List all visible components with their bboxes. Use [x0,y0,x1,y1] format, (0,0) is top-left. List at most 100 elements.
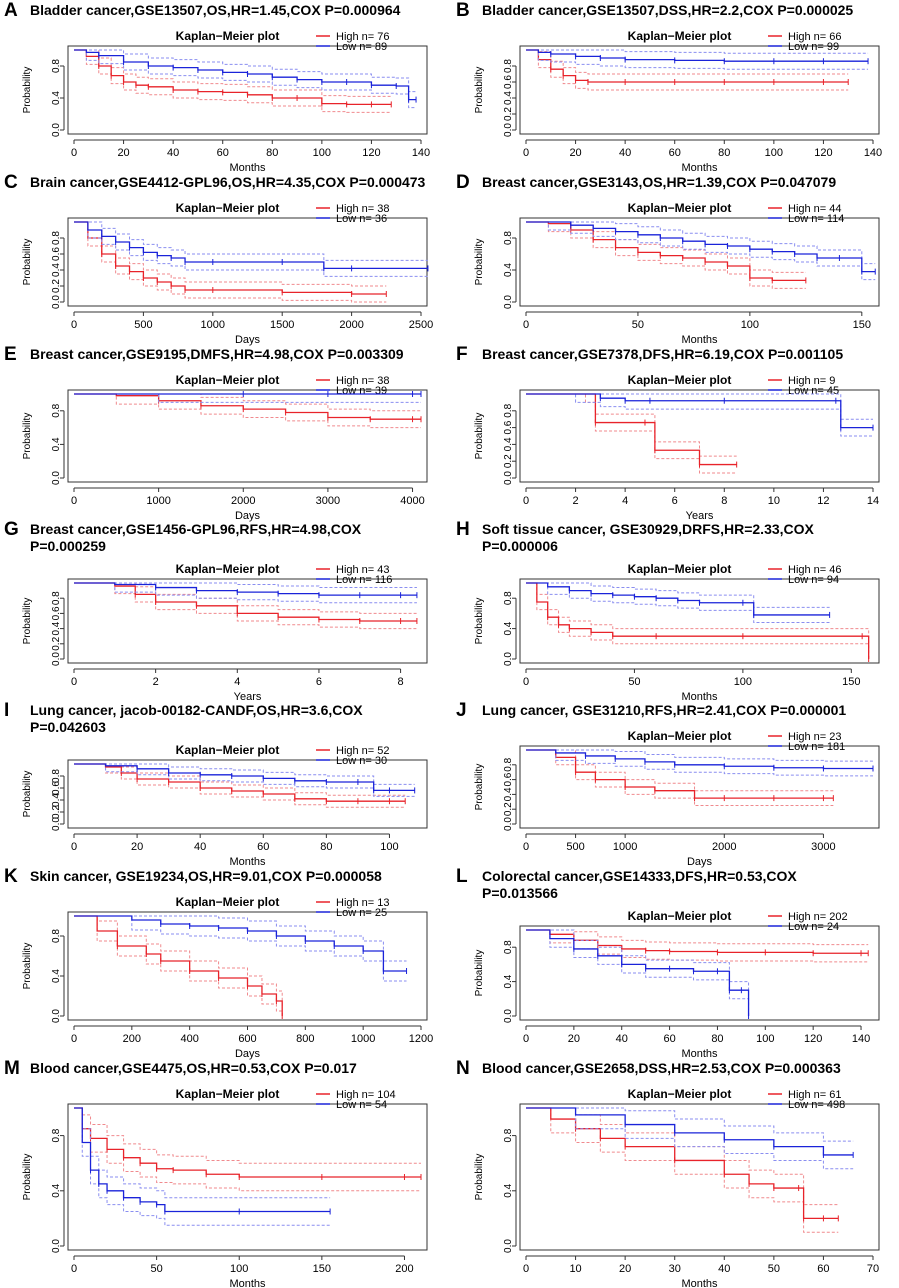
x-tick-label: 100 [380,841,398,853]
y-tick-label: 0.4 [503,437,514,451]
ci-upper-high [74,221,387,287]
x-tick-label: 0 [71,841,77,853]
ci-lower-high [526,749,834,806]
ci-upper-high [526,749,834,792]
ci-lower-high [526,1107,839,1233]
panel-c: C Brain cancer,GSE4412-GPL96,OS,HR=4.35,C… [0,172,447,346]
x-tick-label: 70 [867,1263,879,1275]
ci-upper-low [526,393,873,420]
x-tick-label: 0 [71,1033,77,1045]
ci-upper-high [526,49,849,75]
plot-title: Kaplan−Meier plot [628,1087,732,1101]
ci-lower-low [74,49,417,109]
panel-title: Colorectal cancer,GSE14333,DFS,HR=0.53,C… [482,868,797,902]
legend-high-label: High n= 66 [788,31,842,43]
y-tick-label: 0.6 [51,247,62,261]
y-axis-label: Probability [474,950,485,997]
y-tick-label: 0.4 [51,793,62,807]
ci-upper-low [526,1107,854,1142]
ci-lower-low [74,221,428,277]
y-axis-label: Probability [474,1154,485,1201]
x-tick-label: 6 [672,495,678,507]
km-curve-low [526,393,873,429]
x-tick-label: 0 [523,495,529,507]
panel-title-line1: Skin cancer, GSE19234,OS,HR=9.01,COX P=0… [30,868,382,884]
ci-lower-low [74,1107,331,1226]
x-tick-label: 0 [523,676,529,688]
ci-lower-high [74,393,421,429]
y-tick-label: 0.0 [51,1239,62,1253]
ci-upper-low [74,763,415,785]
panel-j: J Lung cancer, GSE31210,RFS,HR=2.41,COX P… [452,700,899,868]
panel-title-line1: Bladder cancer,GSE13507,DSS,HR=2.2,COX P… [482,2,854,18]
km-curve-high [526,221,806,282]
legend-low-label: Low n= 24 [788,921,839,933]
panel-n: N Blood cancer,GSE2658,DSS,HR=2.53,COX P=… [452,1058,899,1288]
ci-upper-high [74,49,392,97]
x-tick-label: 2000 [712,841,736,853]
x-tick-label: 150 [853,319,871,331]
y-tick-label: 0.0 [51,1009,62,1023]
x-axis-label: Months [681,334,718,346]
x-tick-label: 120 [814,147,832,159]
panel-title: Blood cancer,GSE2658,DSS,HR=2.53,COX P=0… [482,1060,841,1077]
y-tick-label: 0.8 [51,929,62,943]
y-tick-label: 0.2 [503,454,514,468]
y-tick-label: 0.8 [503,231,514,245]
x-tick-label: 100 [313,147,331,159]
panel-title-line2: P=0.042603 [30,719,106,735]
x-axis-label: Days [235,334,261,346]
x-tick-label: 120 [362,147,380,159]
plot-frame [67,578,428,664]
panel-title-line1: Breast cancer,GSE3143,OS,HR=1.39,COX P=0… [482,174,837,190]
y-tick-label: 0.6 [503,420,514,434]
panel-g: G Breast cancer,GSE1456-GPL96,RFS,HR=4.98… [0,519,447,703]
x-tick-label: 2500 [409,319,433,331]
x-tick-label: 0 [523,841,529,853]
ci-upper-high [526,582,870,652]
ci-lower-low [74,393,421,403]
ci-lower-high [74,1107,421,1192]
x-tick-label: 150 [842,676,860,688]
x-tick-label: 100 [765,147,783,159]
panel-title-line1: Lung cancer, jacob-00182-CANDF,OS,HR=3.6… [30,702,363,718]
x-axis-label: Months [229,856,266,868]
y-axis-label: Probability [474,764,485,811]
y-tick-label: 0.8 [51,59,62,73]
x-tick-label: 200 [123,1033,141,1045]
panel-title-line1: Breast cancer,GSE1456-GPL96,RFS,HR=4.98,… [30,521,362,537]
y-tick-label: 0.4 [51,263,62,277]
x-tick-label: 1000 [613,841,637,853]
legend-low-label: Low n= 94 [788,574,839,586]
x-tick-label: 500 [566,841,584,853]
x-tick-label: 40 [194,841,206,853]
panel-title-line1: Soft tissue cancer, GSE30929,DRFS,HR=2.3… [482,521,814,537]
panel-l: L Colorectal cancer,GSE14333,DFS,HR=0.53,… [452,866,899,1060]
x-tick-label: 1000 [201,319,225,331]
plot-title: Kaplan−Meier plot [628,201,732,215]
x-axis-label: Months [681,691,718,703]
x-tick-label: 60 [257,841,269,853]
ci-lower-high [526,929,869,963]
y-tick-label: 0.4 [503,621,514,635]
ci-lower-high [74,763,406,808]
x-tick-label: 60 [817,1263,829,1275]
x-tick-label: 20 [619,1263,631,1275]
y-tick-label: 0.0 [51,817,62,831]
y-tick-label: 0.0 [503,817,514,831]
y-axis-label: Probability [22,67,33,114]
x-tick-label: 0 [71,319,77,331]
ci-upper-high [74,582,417,614]
panel-title: Brain cancer,GSE4412-GPL96,OS,HR=4.35,CO… [30,174,425,191]
x-tick-label: 40 [718,1263,730,1275]
x-tick-label: 10 [569,1263,581,1275]
legend-high-label: High n= 38 [336,203,390,215]
x-tick-label: 20 [131,841,143,853]
panel-title-line1: Blood cancer,GSE4475,OS,HR=0.53,COX P=0.… [30,1060,357,1076]
y-tick-label: 0.4 [503,787,514,801]
km-curve-low [74,915,407,972]
